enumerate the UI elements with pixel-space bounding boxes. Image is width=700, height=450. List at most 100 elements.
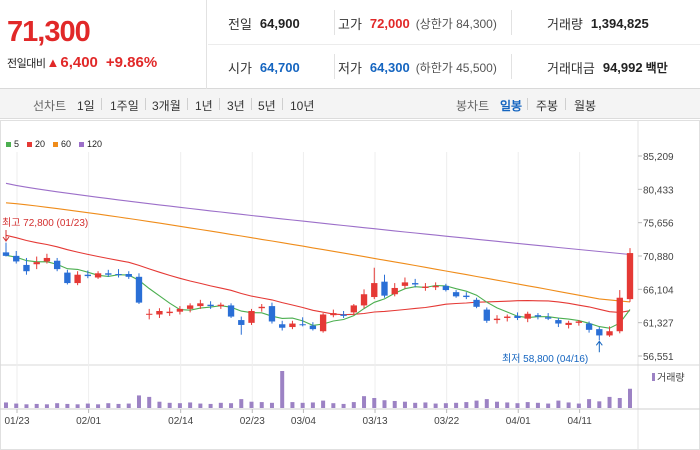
candle-body xyxy=(371,283,378,298)
volume-bar xyxy=(106,403,111,408)
volume-bar xyxy=(44,404,49,408)
volume-bar xyxy=(351,402,356,408)
ma-legend: 5 20 60 120 xyxy=(6,139,102,149)
candle-body xyxy=(43,257,51,262)
stat-value: 94,992 xyxy=(602,59,643,75)
volume-bar xyxy=(372,398,377,408)
volume-bar xyxy=(136,395,141,408)
y-tick-label: 66,104 xyxy=(643,285,674,296)
stat-low: 저가 64,300 (하한가 45,500) xyxy=(338,45,497,89)
volume-bar xyxy=(259,402,264,408)
candle-body xyxy=(626,253,634,300)
x-tick-label: 04/01 xyxy=(506,416,531,427)
period-1d[interactable]: 1일 xyxy=(77,99,95,113)
volume-bar xyxy=(208,403,213,408)
volume-bar xyxy=(218,402,223,408)
candle-body xyxy=(555,320,562,324)
row-divider xyxy=(208,44,700,45)
volume-bar xyxy=(628,388,632,408)
volume-bar xyxy=(24,404,29,408)
chart-toolbar: 선차트 1일 1주일 3개월 1년 3년 5년 10년 봉차트 일봉 주봉 월봉 xyxy=(0,89,700,119)
candle-body xyxy=(299,324,306,326)
volume-bar xyxy=(300,402,305,408)
volume-bar xyxy=(617,398,622,408)
volume-bar xyxy=(556,400,561,408)
volume-bar xyxy=(249,401,254,408)
stat-open: 시가 64,700 xyxy=(228,45,300,89)
volume-bar xyxy=(433,403,438,408)
stat-label: 전일 xyxy=(228,16,252,32)
volume-bar xyxy=(454,402,459,408)
candle-body xyxy=(207,304,214,307)
candle-daily[interactable]: 일봉 xyxy=(500,99,523,113)
candle-monthly[interactable]: 월봉 xyxy=(574,99,597,113)
volume-bar xyxy=(269,402,274,408)
quote-summary: 71,300 전일대비 ▲ 6,400 +9.86% 전일 64,900 고가 … xyxy=(0,0,700,89)
period-3y[interactable]: 3년 xyxy=(227,99,245,113)
volume-bar xyxy=(546,403,551,408)
divider xyxy=(511,10,512,35)
volume-bar xyxy=(331,403,336,408)
stat-value: 72,000 xyxy=(369,15,410,31)
candle-body xyxy=(176,308,184,312)
ma60-line xyxy=(5,202,631,303)
x-tick-label: 02/01 xyxy=(76,416,101,427)
price-box: 71,300 전일대비 ▲ 6,400 +9.86% xyxy=(0,0,207,89)
candle-body xyxy=(534,315,542,317)
candle-body xyxy=(2,252,10,256)
x-tick-label: 02/23 xyxy=(240,416,265,427)
candle-body xyxy=(401,282,409,286)
volume-bar xyxy=(229,403,234,408)
period-1y[interactable]: 1년 xyxy=(195,99,213,113)
candle-body xyxy=(156,310,163,315)
volume-bar xyxy=(505,402,510,408)
change-value: 6,400 xyxy=(60,54,98,71)
volume-bar xyxy=(116,403,121,408)
volume-bar xyxy=(474,400,479,408)
candle-body xyxy=(463,295,470,298)
volume-bar xyxy=(147,396,152,408)
volume-bar xyxy=(310,402,315,408)
volume-bar xyxy=(75,404,80,408)
volume-bar xyxy=(402,401,407,408)
volume-bar xyxy=(290,402,295,408)
x-tick-label: 03/22 xyxy=(434,416,459,427)
x-tick-label: 02/14 xyxy=(168,416,193,427)
volume-bar xyxy=(535,402,540,408)
candle-body xyxy=(340,314,347,316)
period-10y[interactable]: 10년 xyxy=(290,99,315,113)
ma120-line xyxy=(5,182,631,256)
volume-bar xyxy=(607,396,612,408)
period-3m[interactable]: 3개월 xyxy=(152,99,181,113)
stat-label: 거래대금 xyxy=(547,60,595,76)
candle-body xyxy=(268,306,276,322)
candle-body xyxy=(350,305,357,313)
volume-bar xyxy=(85,403,90,408)
candle-body xyxy=(248,310,255,323)
candle-body xyxy=(186,305,194,309)
x-tick-label: 03/13 xyxy=(363,416,388,427)
candlestick-chart: 85,209 80,433 75,656 70,880 66,104 61,327 56,5… xyxy=(0,120,700,450)
stat-unit: 백만 xyxy=(645,60,668,75)
period-5y[interactable]: 5년 xyxy=(258,99,276,113)
volume-bar xyxy=(96,404,101,408)
period-1w[interactable]: 1주일 xyxy=(110,99,139,113)
candle-body xyxy=(575,321,583,323)
stat-label: 거래량 xyxy=(547,16,583,32)
volume-bar xyxy=(515,403,520,408)
volume-bar xyxy=(576,403,581,408)
volume-bar xyxy=(157,401,162,408)
candle-body xyxy=(33,262,40,265)
candle-body xyxy=(23,264,30,272)
candle-weekly[interactable]: 주봉 xyxy=(536,99,559,113)
stat-value: 64,700 xyxy=(259,59,300,75)
volume-bar xyxy=(34,403,39,408)
candle-body xyxy=(74,274,81,284)
candle-body xyxy=(258,306,265,309)
x-tick-label: 04/11 xyxy=(567,416,592,427)
candle-body xyxy=(493,318,501,321)
volume-bar xyxy=(362,396,367,408)
volume-label: 거래량 xyxy=(657,372,685,384)
candle-body xyxy=(360,294,368,306)
divider xyxy=(334,10,335,35)
